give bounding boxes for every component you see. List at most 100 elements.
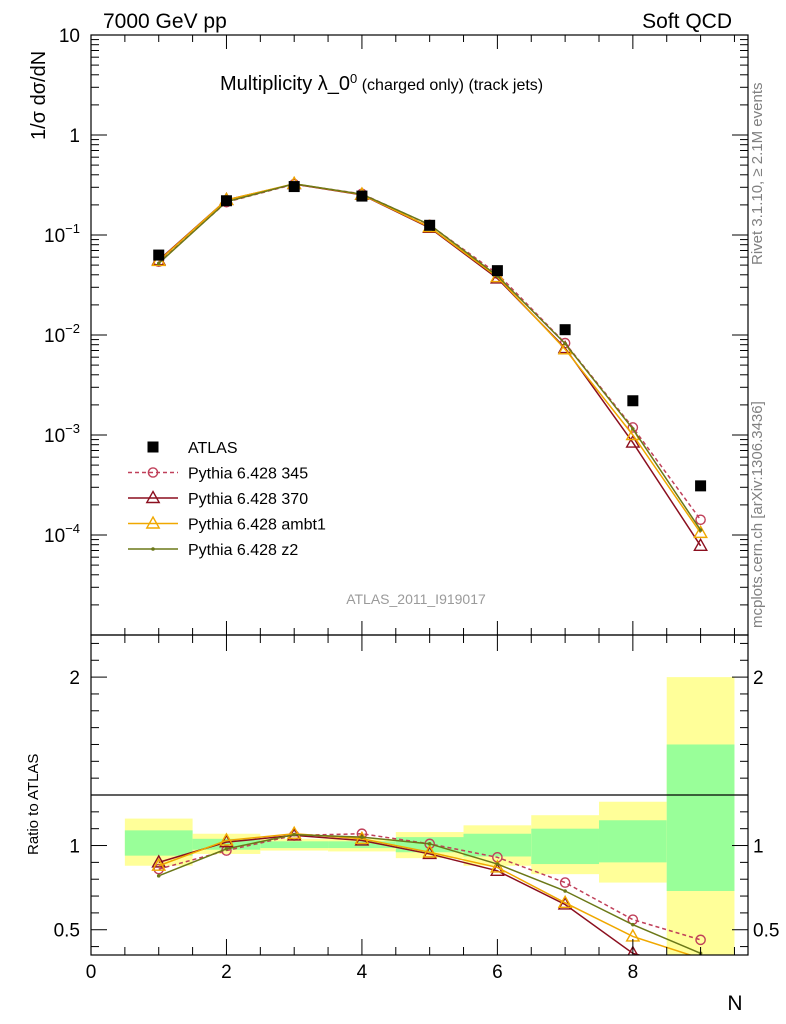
ratio-series-2-point — [422, 844, 438, 858]
legend-label-4: Pythia 6.428 z2 — [188, 542, 298, 559]
legend-marker-0 — [147, 441, 159, 453]
main-y-tick-label: 1 — [69, 126, 80, 147]
ratio-series-3-point — [495, 862, 500, 866]
tick-base: 10 — [59, 26, 80, 47]
ratio-series-2-point — [489, 859, 505, 873]
main-series-1-point — [695, 514, 706, 526]
ratio-series-2-line — [158, 832, 693, 955]
ratio-band-green-8 — [666, 744, 735, 891]
ratio-series-3-point — [360, 835, 364, 839]
main-y-tick-label: 10−2 — [44, 321, 80, 347]
legend-label-1: Pythia 6.428 345 — [188, 466, 308, 483]
ratio-series-0-point — [695, 934, 706, 946]
main-series-0-point — [220, 195, 232, 207]
header-left: 7000 GeV pp — [103, 10, 227, 33]
x-tick-label: 2 — [221, 962, 232, 983]
main-series-0-point — [559, 324, 571, 336]
main-series-0-point — [356, 190, 368, 202]
main-series-0-point — [695, 480, 707, 492]
tick-base: 10 — [44, 226, 65, 247]
main-series-4-point — [631, 427, 635, 431]
x-tick-label: 0 — [86, 962, 97, 983]
ratio-band-green-0 — [124, 830, 193, 856]
ratio-series-2-point — [286, 825, 302, 839]
rivet-label: Rivet 3.1.10, ≥ 2.1M events — [749, 83, 766, 266]
main-series-2-point — [693, 537, 708, 551]
x-tick-label: 8 — [628, 962, 639, 983]
legend-marker-1 — [147, 467, 159, 478]
tick-exponent: −1 — [65, 221, 80, 236]
legend-marker-3 — [145, 515, 161, 529]
ratio-y-tick-labels: 0.5 0.5 1 1 2 2 — [54, 668, 780, 942]
tick-exponent: −3 — [65, 421, 80, 436]
main-series-2-point — [625, 434, 641, 448]
main-series-4-point — [156, 261, 161, 266]
legend-label-0: ATLAS — [188, 440, 238, 457]
main-series-0-point — [288, 181, 300, 193]
ratio-bands — [124, 677, 735, 955]
ratio-y-tick-label-left: 1 — [69, 837, 80, 858]
legend-label-3: Pythia 6.428 ambt1 — [188, 517, 326, 534]
main-ticks — [90, 34, 748, 636]
ratio-series-3-point — [563, 889, 567, 893]
ratio-series-3-point — [427, 842, 432, 846]
legend-marker-4 — [151, 547, 155, 551]
ratio-band-green-6 — [531, 828, 599, 865]
tick-exponent: −2 — [65, 321, 80, 336]
main-title-sup: 0 — [350, 71, 357, 86]
main-series-0-point — [491, 265, 503, 277]
ratio-series-0-point — [559, 877, 571, 888]
ratio-series-2-point — [219, 832, 234, 846]
ratio-series-1-point — [151, 854, 167, 868]
main-series-0-point — [153, 249, 165, 261]
main-ylabel: 1/σ dσ/dN — [28, 51, 50, 140]
ratio-panel: 0.5 0.5 1 1 2 2 0 2 4 6 8 Ratio to ATLAS N — [25, 634, 780, 1015]
main-series-1-point — [627, 422, 639, 433]
ratio-series-1-point — [627, 945, 639, 955]
tick-base: 10 — [44, 426, 65, 447]
ratio-series-1-point — [557, 896, 573, 910]
header-right: Soft QCD — [642, 10, 732, 33]
main-series-0-point — [627, 395, 639, 407]
ratio-series-3-point — [156, 874, 161, 878]
ratio-y-tick-label-right: 2 — [753, 668, 764, 689]
x-axis-label: N — [727, 992, 742, 1015]
ratio-y-tick-label-right: 0.5 — [753, 921, 779, 942]
main-y-tick-label: 10−1 — [44, 221, 80, 247]
mcplots-label: mcplots.cern.ch [arXiv:1306.3436] — [749, 401, 766, 628]
main-y-tick-label: 10−4 — [44, 521, 80, 547]
tick-base: 10 — [44, 326, 65, 347]
ratio-series-3-point — [224, 847, 229, 851]
main-title-text: Multiplicity λ_0 — [220, 73, 350, 95]
ratio-band-green-2 — [260, 841, 329, 849]
main-title: Multiplicity λ_00 (charged only) (track … — [220, 71, 543, 96]
main-series-0-point — [424, 219, 436, 231]
ratio-series-1-line — [158, 834, 642, 955]
main-series-4-point — [563, 341, 567, 346]
main-series-4-point — [698, 528, 703, 532]
ratio-ylabel: Ratio to ATLAS — [25, 754, 42, 855]
ratio-series-3-point — [631, 922, 635, 927]
ratio-band-green-7 — [598, 820, 667, 863]
main-title-rest: (charged only) (track jets) — [357, 77, 543, 94]
tick-base: 10 — [44, 526, 65, 547]
tick-base: 1 — [69, 126, 80, 147]
legend: ATLAS Pythia 6.428 345 Pythia 6.428 370 Pyt… — [128, 440, 326, 559]
ratio-marks — [151, 825, 706, 955]
watermark: ATLAS_2011_I919017 — [346, 591, 486, 607]
ratio-series-2-point — [557, 894, 573, 908]
ratio-y-tick-label-left: 0.5 — [54, 921, 80, 942]
main-y-tick-label: 10−3 — [44, 421, 80, 447]
x-tick-label: 4 — [357, 962, 368, 983]
ratio-series-2-point — [151, 857, 167, 871]
ratio-y-tick-label-left: 2 — [69, 668, 80, 689]
x-tick-labels: 0 2 4 6 8 — [86, 962, 638, 983]
ratio-series-3-point — [292, 832, 296, 837]
ratio-band-green-5 — [463, 833, 532, 857]
main-series-3-point — [693, 524, 708, 539]
ratio-band-green-1 — [192, 838, 261, 850]
ratio-series-0-point — [153, 863, 165, 875]
